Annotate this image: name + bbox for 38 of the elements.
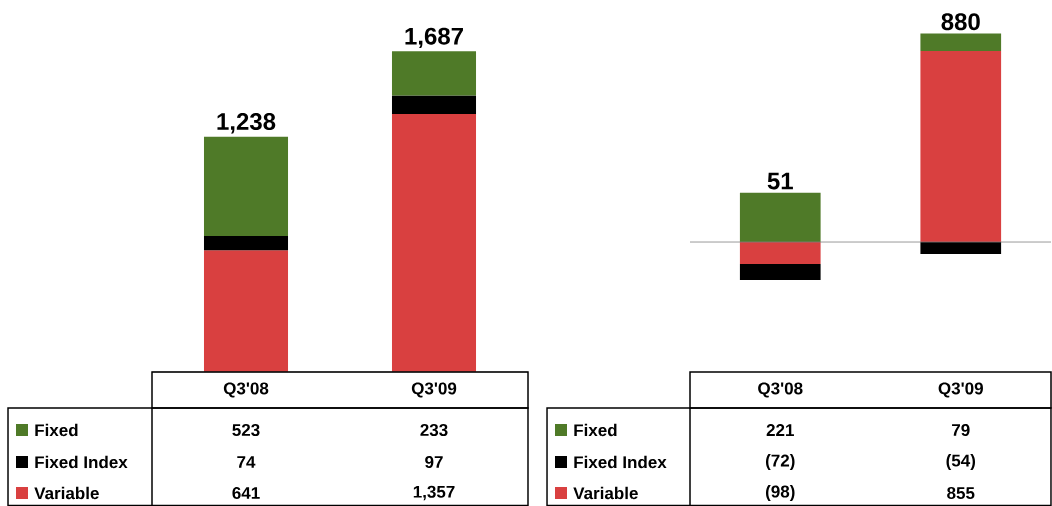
bar [203,235,289,251]
data-label: 74 [237,456,256,468]
bar [391,95,477,114]
data-label: (54) [946,453,976,470]
bar [920,33,1002,51]
data-label: 97 [425,455,443,468]
data-label: 523 [232,423,260,436]
legend-label: Fixed [35,423,78,437]
total-label: 1,238 [217,112,276,134]
bar [920,50,1002,242]
legend-label: Variable [573,486,638,500]
data-label: 1,357 [413,485,455,501]
bar [920,241,1002,254]
legend-label: Fixed Index [574,455,667,469]
bar [203,136,289,236]
data-label: 79 [952,423,970,436]
data-label: 221 [766,423,794,436]
bar [739,263,821,280]
x-tick-label: Q3'09 [938,382,983,398]
data-label: 641 [232,486,260,499]
bar [391,113,477,372]
total-label: 880 [941,13,980,31]
data-label: (98) [765,484,795,501]
bar [739,192,821,242]
bar [203,250,289,372]
legend-label: Fixed Index [35,455,128,469]
legend-label: Fixed [574,423,617,437]
bar [739,241,821,264]
x-tick-label: Q3'09 [411,382,457,398]
legend-label: Variable [34,486,99,500]
data-label: 233 [420,423,448,436]
data-label: (72) [765,453,795,470]
x-tick-label: Q3'08 [758,382,803,398]
total-label: 1,687 [405,27,463,48]
x-tick-label: Q3'08 [223,382,269,398]
bar [391,51,477,96]
data-label: 855 [947,486,975,499]
total-label: 51 [767,172,793,190]
